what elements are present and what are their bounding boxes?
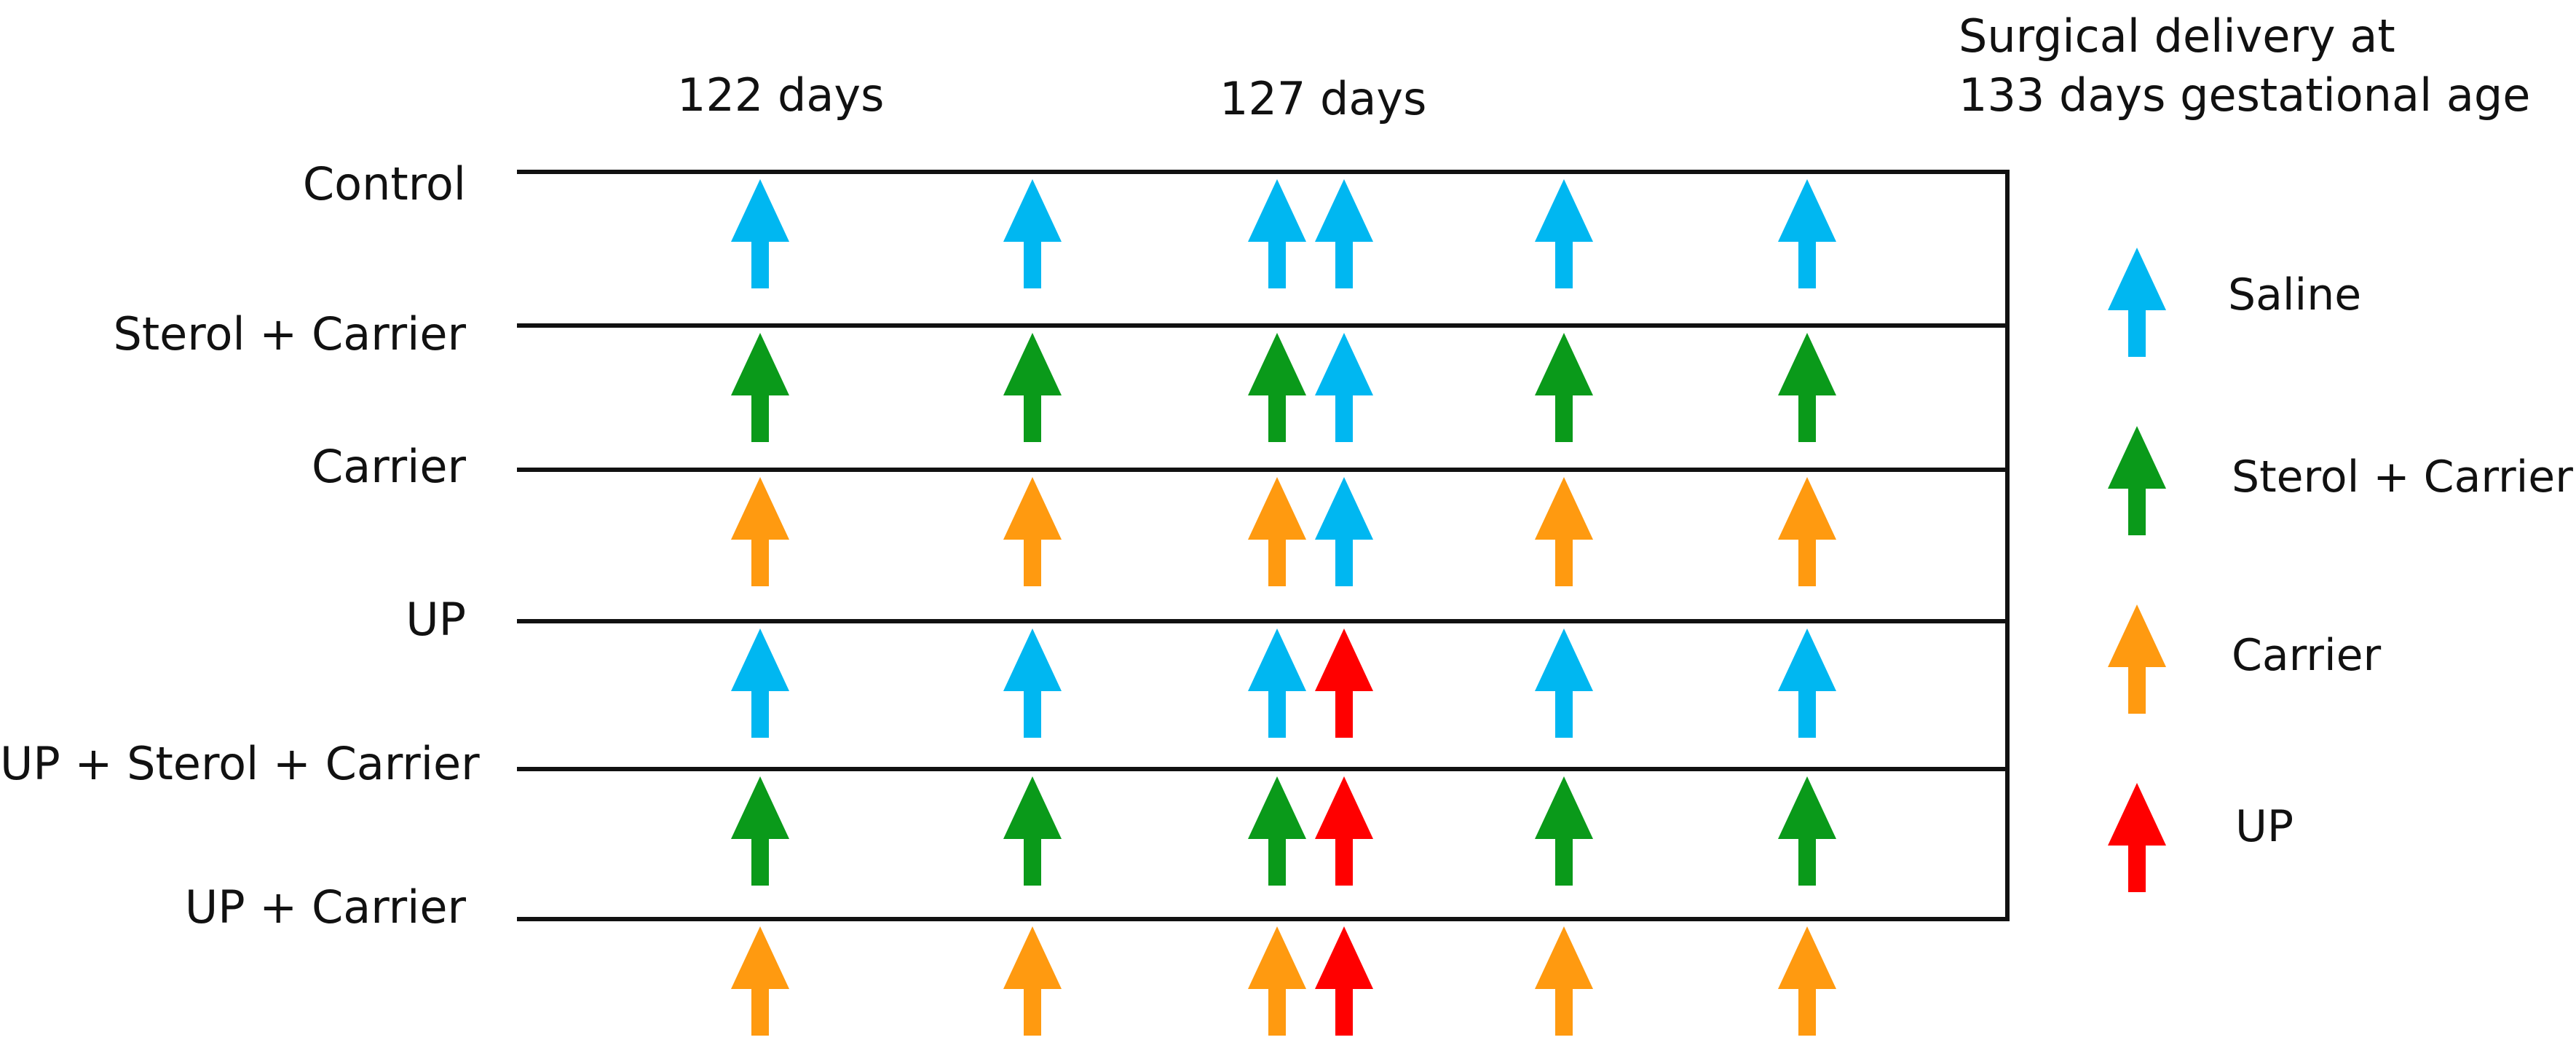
legend-label-up: UP [2235, 801, 2294, 852]
arrow-g5-4-up [1315, 776, 1373, 886]
arrow-g2-5-sterol-carrier [1535, 333, 1593, 442]
arrow-g2-2-sterol-carrier [1003, 333, 1062, 442]
arrow-g5-1-sterol-carrier [731, 776, 789, 886]
legend-label-saline: Saline [2228, 269, 2362, 320]
timepoint-label-127: 127 days [1220, 72, 1427, 125]
legend-arrow-up [2108, 783, 2166, 892]
arrow-g5-6-sterol-carrier [1778, 776, 1836, 886]
arrow-g3-1-carrier [731, 477, 789, 586]
arrow-g4-1-saline [731, 629, 789, 738]
arrow-g2-4-saline [1315, 333, 1373, 442]
legend-label-sterol-carrier: Sterol + Carrier [2232, 452, 2573, 503]
arrow-g1-5-saline [1535, 179, 1593, 288]
group-label-up-carrier: UP + Carrier [184, 880, 466, 934]
arrow-g6-3-carrier [1248, 926, 1306, 1036]
arrow-g5-3-sterol-carrier [1248, 776, 1306, 886]
arrow-g6-4-up [1315, 926, 1373, 1036]
group-label-sterol-carrier: Sterol + Carrier [113, 307, 467, 360]
arrow-g3-6-carrier [1778, 477, 1836, 586]
delivery-note-line-2: 133 days gestational age [1959, 68, 2531, 122]
group-label-carrier: Carrier [311, 440, 466, 493]
arrow-g3-5-carrier [1535, 477, 1593, 586]
arrow-g2-1-sterol-carrier [731, 333, 789, 442]
arrow-g4-3-saline [1248, 629, 1306, 738]
arrow-g4-2-saline [1003, 629, 1062, 738]
arrow-g6-5-carrier [1535, 926, 1593, 1036]
delivery-note: Surgical delivery at 133 days gestationa… [1959, 7, 2530, 125]
arrow-g1-6-saline [1778, 179, 1836, 288]
arrow-g4-6-saline [1778, 629, 1836, 738]
delivery-note-line-1: Surgical delivery at [1959, 9, 2395, 63]
legend-arrow-carrier [2108, 604, 2166, 714]
arrow-g4-5-saline [1535, 629, 1593, 738]
arrow-g4-4-up [1315, 629, 1373, 738]
group-label-up-sterol-carrier: UP + Sterol + Carrier [0, 737, 480, 790]
legend-arrow-sterol-carrier [2108, 426, 2166, 535]
arrow-g2-6-sterol-carrier [1778, 333, 1836, 442]
arrow-g5-5-sterol-carrier [1535, 776, 1593, 886]
group-label-up: UP [406, 593, 466, 646]
arrow-g1-3-saline [1248, 179, 1306, 288]
arrow-g3-4-saline [1315, 477, 1373, 586]
arrow-g6-1-carrier [731, 926, 789, 1036]
arrow-g6-2-carrier [1003, 926, 1062, 1036]
arrow-g3-2-carrier [1003, 477, 1062, 586]
arrow-g3-3-carrier [1248, 477, 1306, 586]
arrow-g1-1-saline [731, 179, 789, 288]
arrow-g6-6-carrier [1778, 926, 1836, 1036]
legend-arrow-saline [2108, 248, 2166, 357]
group-label-control: Control [302, 157, 466, 210]
arrow-g1-4-saline [1315, 179, 1373, 288]
legend-label-carrier: Carrier [2232, 630, 2382, 681]
arrow-g5-2-sterol-carrier [1003, 776, 1062, 886]
arrow-g2-3-sterol-carrier [1248, 333, 1306, 442]
timepoint-label-122: 122 days [677, 68, 885, 122]
arrow-g1-2-saline [1003, 179, 1062, 288]
